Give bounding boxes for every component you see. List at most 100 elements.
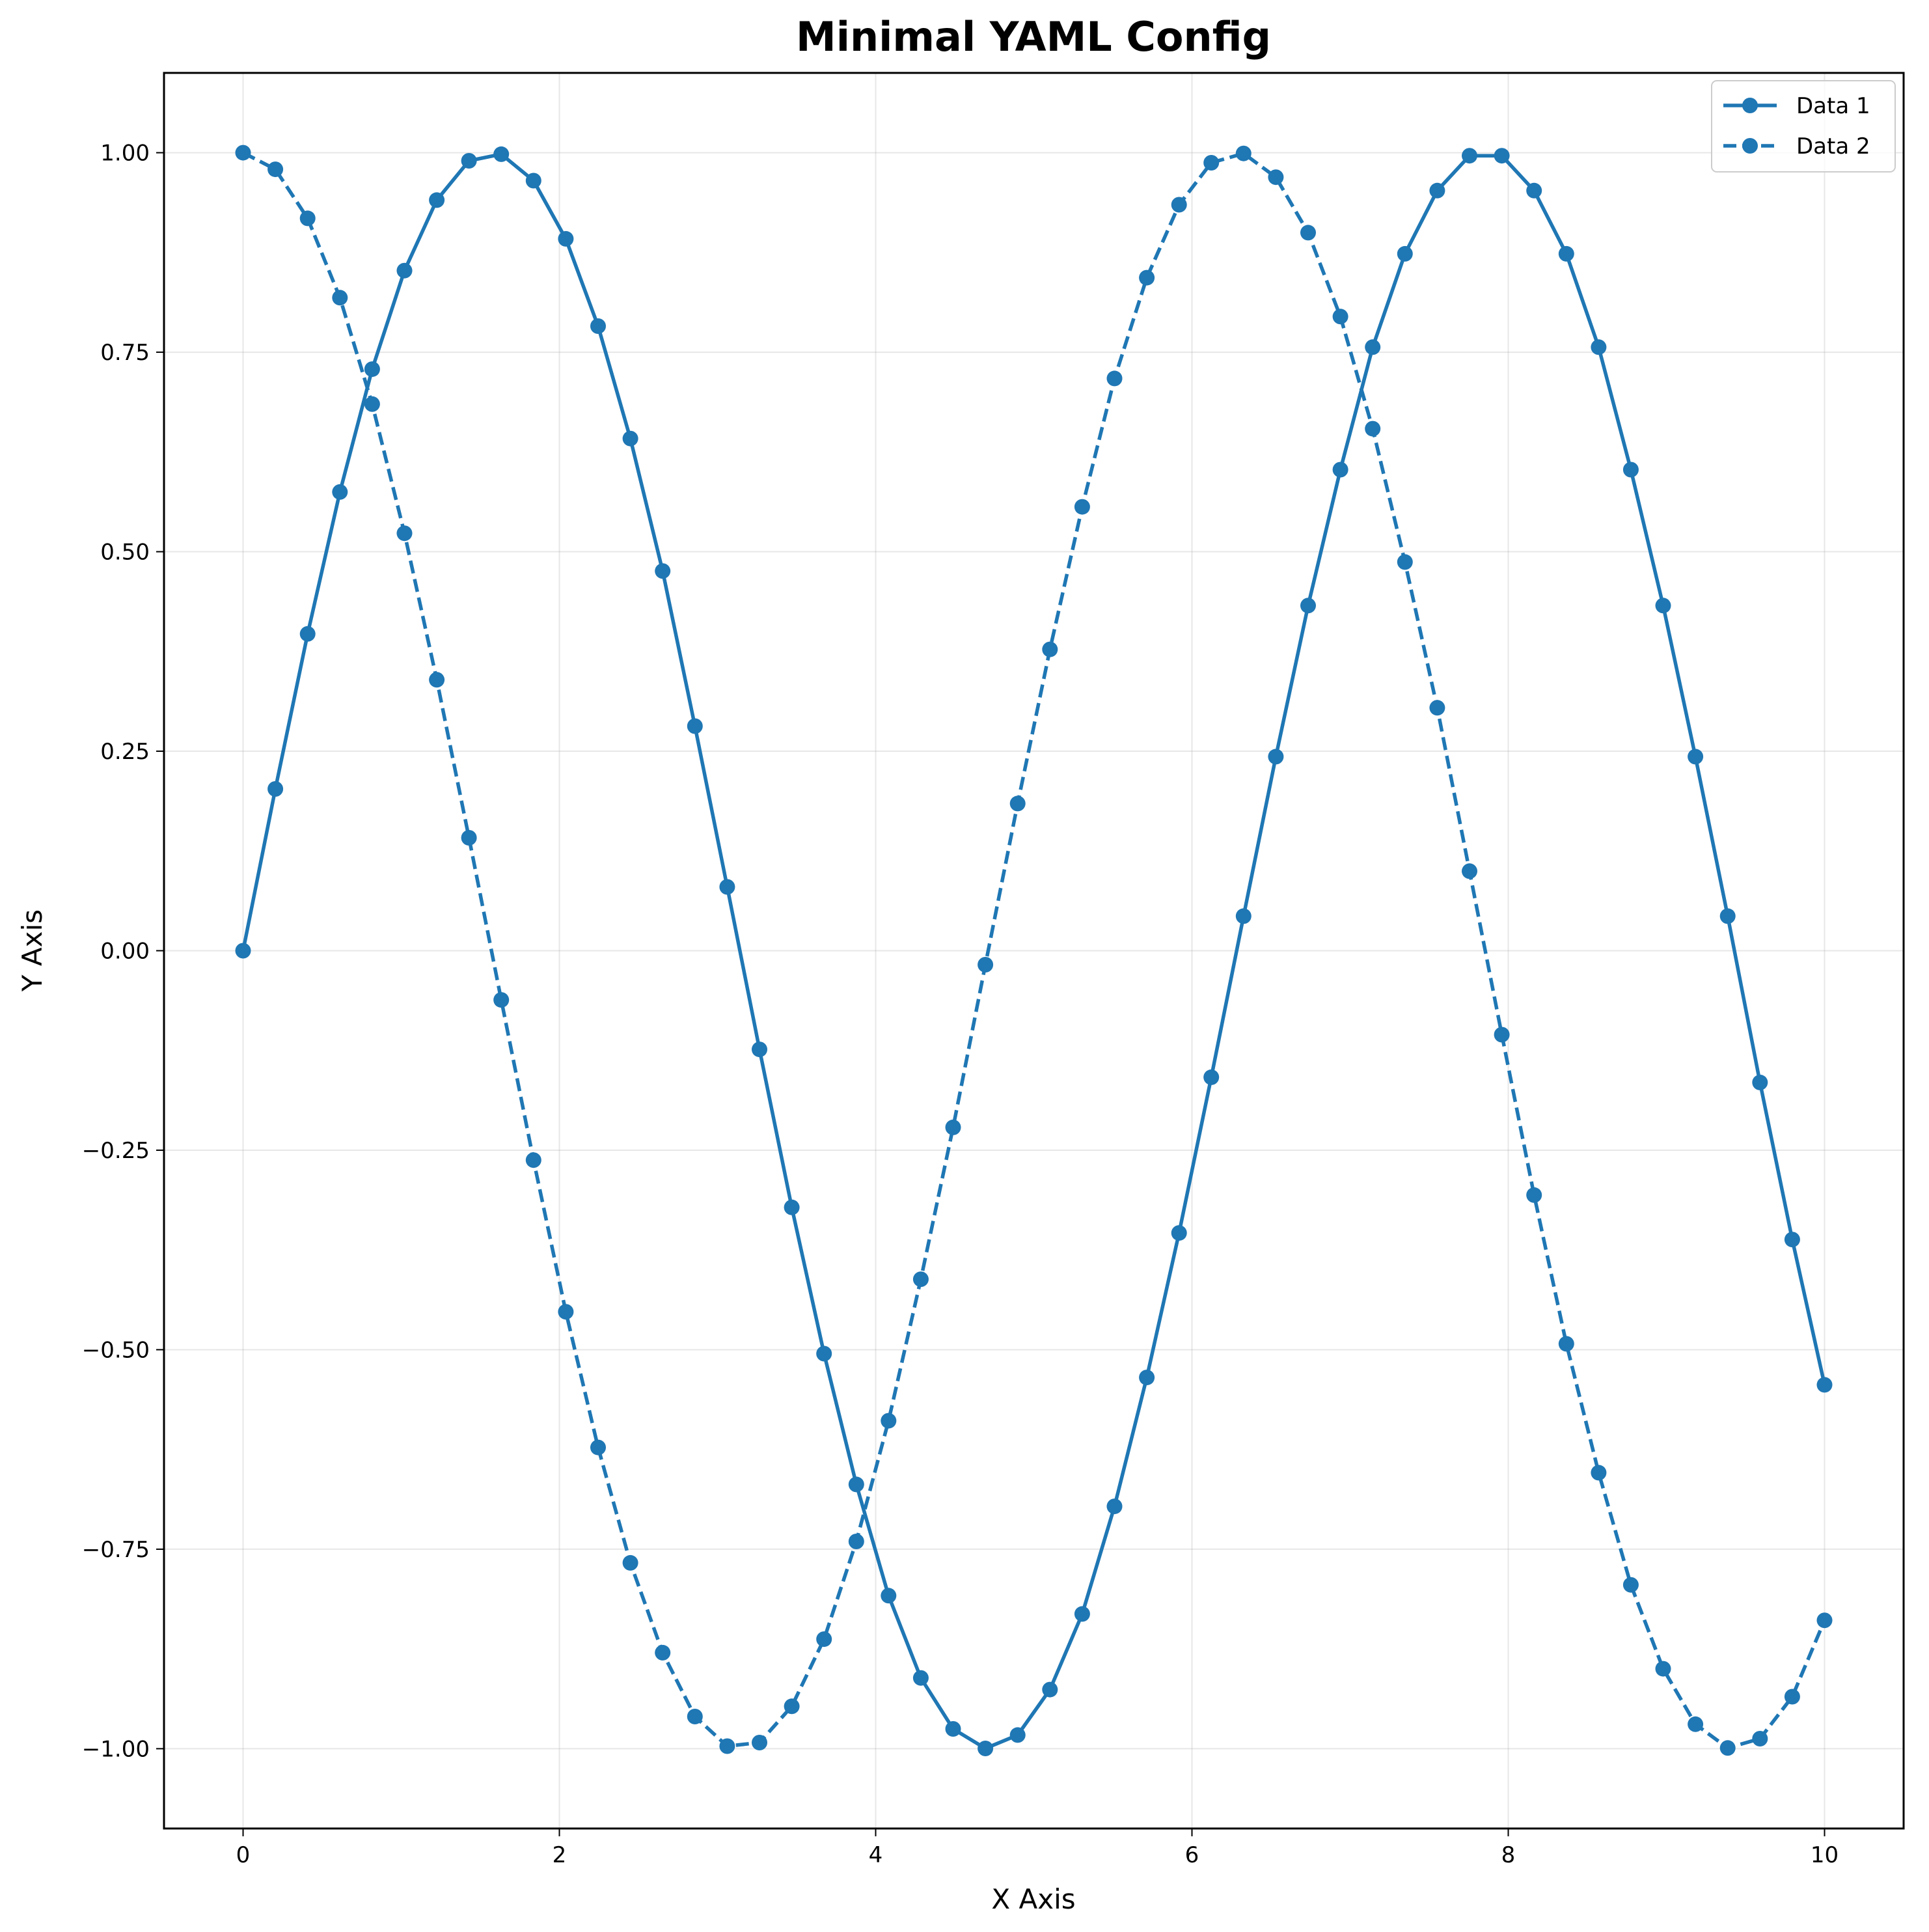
data-point [1397, 554, 1413, 570]
data-point [784, 1199, 800, 1215]
data-point [1171, 197, 1187, 213]
data-point [525, 172, 541, 189]
data-point [622, 1554, 638, 1571]
data-point [655, 563, 671, 579]
data-point [493, 992, 510, 1008]
data-point [816, 1631, 832, 1648]
data-point [1139, 1370, 1155, 1386]
grid [164, 73, 1904, 1828]
data-point [267, 161, 284, 178]
y-axis-label: Y Axis [16, 909, 48, 992]
data-point [1203, 155, 1220, 171]
data-point [1397, 245, 1413, 262]
data-point [1332, 309, 1348, 325]
x-tick-label: 6 [1185, 1842, 1199, 1868]
data-point [1009, 795, 1026, 812]
data-point [525, 1152, 541, 1168]
data-point [1300, 598, 1316, 614]
y-tick-label: 0.50 [100, 540, 150, 566]
data-point [332, 484, 348, 500]
x-tick-label: 10 [1811, 1842, 1839, 1868]
data-point [590, 1439, 606, 1456]
data-point [1009, 1727, 1026, 1743]
y-tick-label: −0.25 [82, 1138, 150, 1164]
data-point [912, 1670, 929, 1686]
x-tick-label: 2 [553, 1842, 567, 1868]
legend-label: Data 2 [1796, 133, 1870, 159]
data-point [1429, 700, 1445, 716]
data-point [816, 1346, 832, 1362]
data-point [1171, 1225, 1187, 1241]
y-tick-label: 0.25 [100, 739, 150, 765]
data-point [1622, 462, 1639, 478]
data-point [978, 957, 994, 973]
data-point [235, 943, 251, 959]
data-point [881, 1588, 897, 1604]
legend-marker [1742, 98, 1758, 113]
x-tick-label: 8 [1501, 1842, 1516, 1868]
data-point [429, 192, 445, 208]
data-point [364, 396, 380, 412]
data-point [1591, 1465, 1607, 1481]
data-point [1106, 1498, 1123, 1515]
data-point [1462, 148, 1477, 164]
data-point [1429, 182, 1445, 199]
data-point [1494, 1027, 1510, 1043]
data-point [655, 1644, 671, 1661]
data-point [364, 361, 380, 378]
data-point [1235, 145, 1252, 161]
data-point [945, 1119, 961, 1135]
y-tick-label: 0.00 [100, 939, 150, 965]
series-2 [235, 145, 1833, 1756]
data-point [687, 1709, 703, 1724]
legend-label: Data 1 [1796, 93, 1870, 119]
series-line [242, 151, 1827, 1750]
data-point [332, 290, 348, 306]
data-point [1719, 1740, 1736, 1756]
data-point [1042, 641, 1058, 657]
y-tick-label: −0.50 [82, 1337, 150, 1363]
data-point [1752, 1731, 1768, 1746]
x-tick-label: 0 [236, 1842, 251, 1868]
data-point [1462, 863, 1477, 879]
data-point [1300, 225, 1316, 241]
data-point [912, 1271, 929, 1288]
data-point [429, 672, 445, 688]
data-point [1526, 182, 1542, 199]
data-point [1074, 499, 1090, 515]
data-point [1106, 370, 1123, 387]
series-1 [235, 146, 1833, 1756]
data-point [1591, 339, 1607, 355]
x-axis-label: X Axis [991, 1883, 1075, 1915]
data-point [558, 1304, 574, 1320]
data-point [1365, 421, 1381, 437]
data-point [1655, 1661, 1671, 1677]
data-point [1526, 1187, 1542, 1203]
data-point [881, 1413, 897, 1429]
data-point [1622, 1577, 1639, 1593]
data-point [622, 430, 638, 447]
data-point [848, 1476, 864, 1493]
y-tick-label: 0.75 [100, 340, 150, 366]
data-point [1784, 1232, 1800, 1248]
legend: Data 1 Data 2 [1711, 80, 1896, 172]
data-point [1235, 908, 1252, 924]
series-layer [235, 145, 1833, 1756]
data-point [1688, 749, 1704, 765]
data-point [1655, 598, 1671, 614]
data-point [396, 525, 413, 542]
legend-item: Data 2 [1723, 133, 1870, 159]
data-point [235, 145, 251, 161]
data-point [1719, 908, 1736, 924]
legend-marker [1742, 138, 1758, 154]
data-point [687, 718, 703, 734]
data-point [1332, 462, 1348, 478]
data-point [1268, 749, 1284, 765]
data-point [752, 1735, 767, 1750]
data-point [1494, 148, 1510, 164]
data-point [461, 153, 477, 169]
data-point [719, 1738, 735, 1754]
data-point [978, 1741, 994, 1756]
data-point [1268, 169, 1284, 186]
